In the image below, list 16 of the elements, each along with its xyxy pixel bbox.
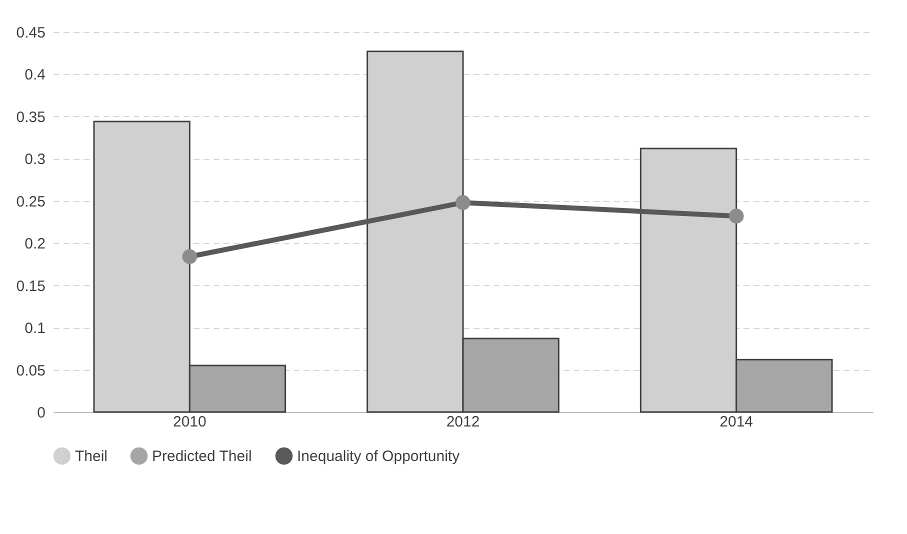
y-tick-label: 0.3 — [24, 151, 46, 168]
y-tick-label: 0.15 — [16, 278, 46, 295]
y-tick-label: 0.4 — [24, 66, 46, 84]
x-tick-label: 2012 — [446, 414, 480, 430]
y-tick-label: 0.05 — [16, 362, 46, 380]
y-tick-label: 0.35 — [16, 108, 46, 126]
y-tick-label: 0 — [37, 404, 46, 422]
legend-label: Theil — [75, 448, 108, 466]
legend-label: Inequality of Opportunity — [297, 448, 460, 466]
y-tick-label: 0.45 — [16, 24, 46, 42]
y-tick-label: 0.2 — [24, 236, 46, 253]
y-tick-label: 0.25 — [16, 193, 46, 210]
legend-label: Predicted Theil — [152, 448, 252, 466]
x-tick-label: 2010 — [172, 414, 206, 430]
y-tick-label: 0.1 — [24, 320, 46, 338]
x-tick-label: 2014 — [720, 414, 754, 430]
